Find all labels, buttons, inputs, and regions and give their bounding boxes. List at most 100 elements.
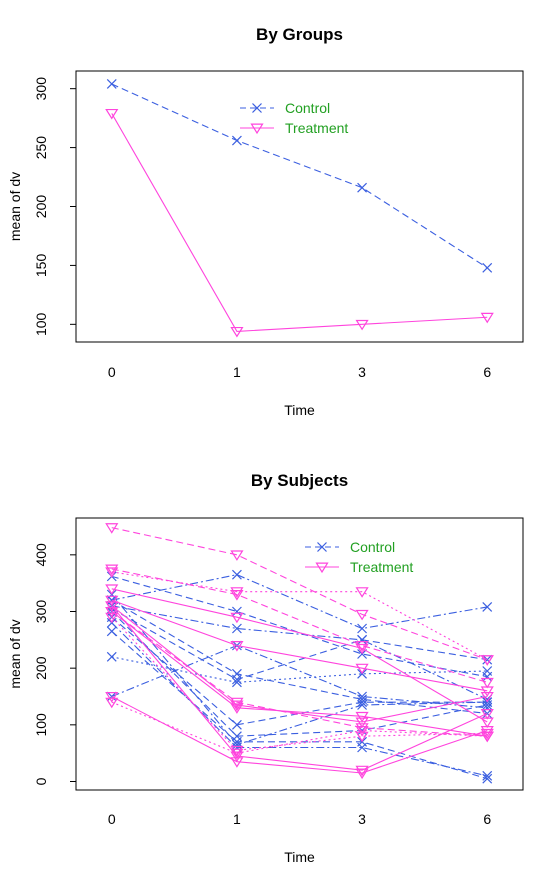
data-point (480, 686, 494, 697)
data-point (480, 709, 494, 720)
data-point (482, 700, 493, 710)
chart-title: By Subjects (251, 471, 348, 490)
data-point (231, 623, 242, 634)
data-point (355, 768, 369, 780)
data-point (480, 655, 494, 666)
series-line (111, 568, 488, 683)
data-point (230, 612, 244, 624)
data-point (105, 692, 119, 703)
data-point (230, 550, 244, 561)
data-point (355, 717, 369, 729)
x-tick-label: 0 (108, 364, 116, 380)
data-point (105, 595, 119, 607)
series-line (111, 622, 488, 777)
y-tick-label: 100 (33, 312, 49, 336)
data-point (357, 634, 368, 645)
data-point (106, 651, 117, 662)
series-line (111, 611, 488, 737)
y-tick-label: 150 (33, 254, 49, 278)
data-point (482, 666, 493, 676)
data-point (230, 590, 244, 601)
legend-label: Treatment (350, 559, 413, 575)
data-point (230, 641, 244, 652)
legend-label: Control (350, 539, 395, 555)
data-point (355, 319, 369, 331)
series-line (111, 656, 488, 683)
data-point (105, 567, 119, 578)
series-line (111, 605, 488, 700)
data-point (480, 728, 494, 740)
data-point (231, 668, 242, 679)
data-point (105, 612, 119, 624)
data-point (105, 108, 119, 120)
x-axis: 0 1 3 6 (108, 364, 491, 380)
data-point (230, 748, 244, 760)
data-point (231, 731, 242, 742)
data-point (355, 723, 369, 734)
data-point (355, 765, 369, 777)
legend-label: Treatment (285, 120, 348, 136)
y-tick-label: 200 (33, 656, 49, 680)
data-point (357, 182, 368, 193)
series-group (105, 523, 494, 784)
series-line (111, 644, 488, 709)
series-line (111, 574, 488, 630)
x-axis: 0 1 3 6 (108, 811, 491, 827)
y-tick-label: 250 (33, 136, 49, 160)
series-line (111, 527, 488, 661)
data-point (230, 326, 244, 338)
series-line (111, 588, 488, 723)
panel-2: By Subjects 0 100 200 300 400 0 1 3 6 Time mean of … (7, 471, 524, 865)
series-line (111, 605, 488, 723)
series-line (111, 616, 488, 751)
x-axis-label: Time (284, 402, 315, 418)
data-point (105, 601, 119, 612)
y-axis-label: mean of dv (7, 619, 23, 688)
x-tick-label: 6 (483, 364, 491, 380)
data-point (480, 677, 494, 689)
y-tick-label: 400 (33, 543, 49, 567)
x-tick-label: 1 (233, 364, 241, 380)
y-tick-label: 100 (33, 713, 49, 737)
y-axis-label: mean of dv (7, 172, 23, 241)
series-line (111, 605, 488, 771)
y-axis: 100 150 200 250 300 (33, 77, 76, 336)
data-point (482, 770, 493, 781)
data-point (105, 584, 119, 595)
series-line (111, 594, 488, 746)
data-point (482, 602, 493, 612)
data-point (355, 711, 369, 723)
series-line (111, 696, 488, 774)
data-point (355, 643, 369, 655)
series-line (111, 608, 488, 681)
x-tick-label: 0 (108, 811, 116, 827)
series-line (111, 113, 488, 332)
legend-label: Control (285, 100, 330, 116)
legend-marker (315, 562, 329, 574)
x-axis-label: Time (284, 849, 315, 865)
data-point (231, 569, 242, 580)
data-point (355, 731, 369, 743)
legend-marker (317, 542, 327, 552)
data-point (355, 609, 369, 621)
data-point (480, 726, 494, 737)
data-point (230, 745, 244, 757)
data-point (230, 751, 244, 763)
legend-marker (250, 123, 264, 135)
data-point (355, 663, 369, 675)
data-point (105, 523, 119, 534)
series-line (111, 571, 488, 661)
y-tick-label: 0 (33, 777, 49, 785)
y-tick-label: 300 (33, 77, 49, 101)
data-point (355, 641, 369, 652)
data-point (482, 262, 493, 273)
y-tick-label: 200 (33, 195, 49, 219)
data-point (357, 700, 368, 710)
series-line (111, 599, 488, 692)
legend: Control Treatment (240, 100, 348, 136)
data-point (106, 79, 117, 89)
data-point (231, 135, 242, 146)
legend-marker (252, 103, 262, 113)
chart-title: By Groups (256, 25, 343, 44)
